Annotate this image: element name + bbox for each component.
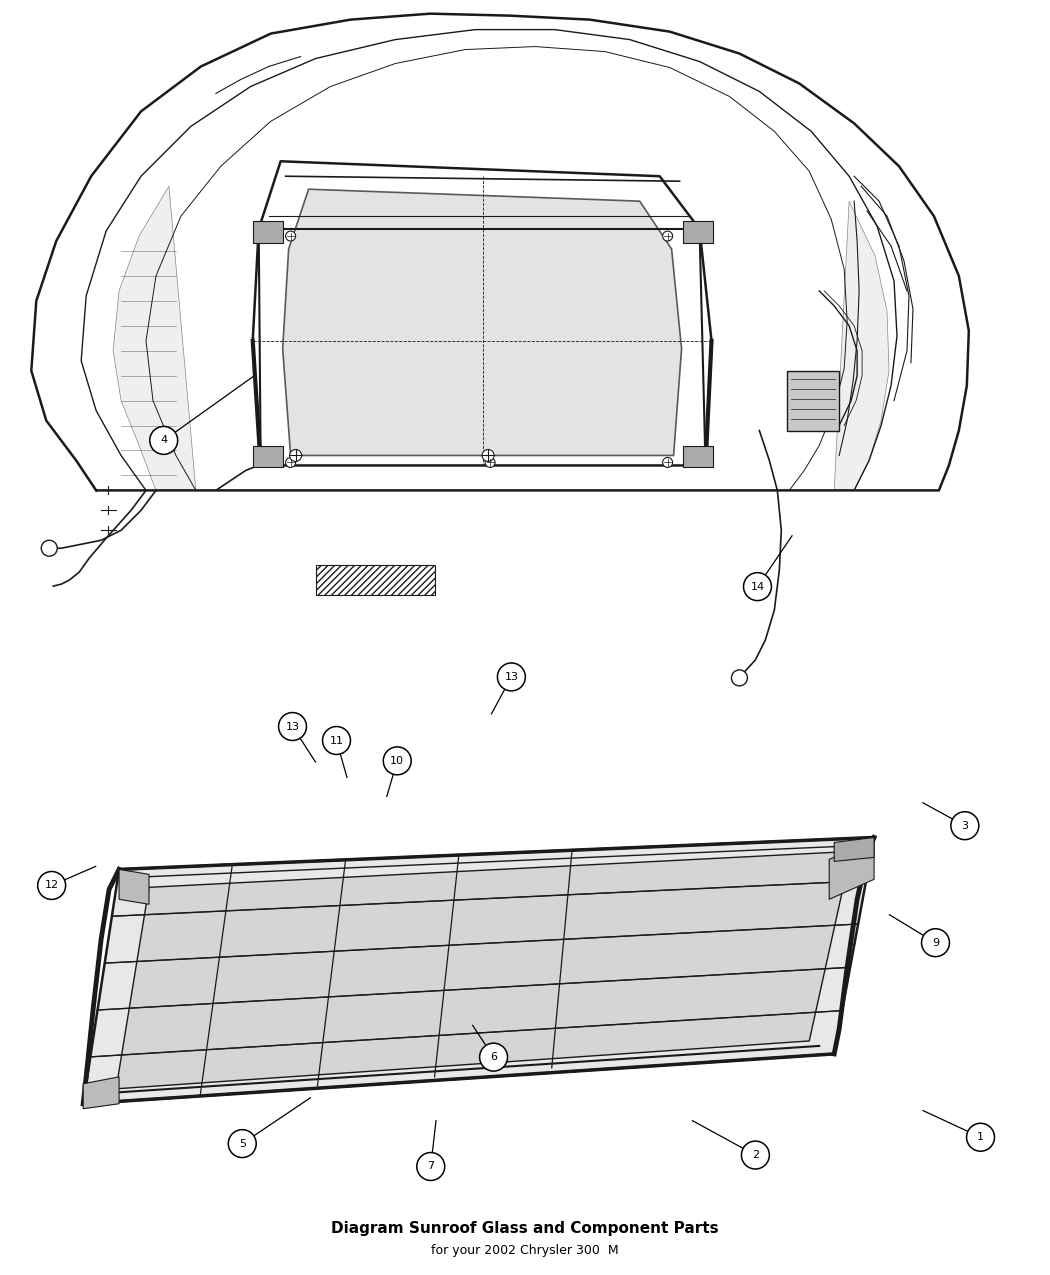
Circle shape	[38, 872, 65, 899]
Polygon shape	[682, 221, 713, 244]
Text: 12: 12	[44, 881, 59, 890]
Circle shape	[663, 231, 673, 241]
Text: 5: 5	[238, 1139, 246, 1149]
Text: for your 2002 Chrysler 300  M: for your 2002 Chrysler 300 M	[432, 1244, 618, 1257]
Circle shape	[741, 1141, 770, 1169]
Text: 1: 1	[978, 1132, 984, 1142]
Circle shape	[290, 450, 301, 462]
Text: 10: 10	[391, 756, 404, 766]
Polygon shape	[117, 852, 852, 1089]
Circle shape	[278, 713, 307, 741]
Polygon shape	[113, 186, 196, 491]
Circle shape	[482, 450, 495, 462]
Text: 6: 6	[490, 1052, 497, 1062]
Text: 3: 3	[962, 821, 968, 831]
Polygon shape	[788, 371, 839, 431]
Circle shape	[286, 231, 296, 241]
Circle shape	[150, 426, 177, 454]
Circle shape	[951, 812, 979, 840]
Circle shape	[480, 1043, 507, 1071]
Text: 2: 2	[752, 1150, 759, 1160]
Circle shape	[228, 1130, 256, 1158]
Polygon shape	[834, 201, 889, 491]
Circle shape	[417, 1153, 445, 1181]
Text: 4: 4	[161, 435, 167, 445]
Polygon shape	[83, 838, 874, 1104]
Circle shape	[41, 541, 58, 556]
Text: 13: 13	[504, 672, 519, 682]
Text: 11: 11	[330, 736, 343, 746]
Circle shape	[485, 458, 496, 468]
Polygon shape	[830, 839, 874, 899]
Circle shape	[498, 663, 525, 691]
Polygon shape	[253, 221, 282, 244]
Circle shape	[743, 572, 772, 601]
Text: 7: 7	[427, 1162, 435, 1172]
Circle shape	[286, 458, 296, 468]
Text: Diagram Sunroof Glass and Component Parts: Diagram Sunroof Glass and Component Part…	[331, 1221, 719, 1235]
Polygon shape	[83, 1077, 119, 1109]
Circle shape	[922, 928, 949, 956]
Circle shape	[967, 1123, 994, 1151]
Text: 14: 14	[751, 581, 764, 592]
Circle shape	[383, 747, 412, 775]
Polygon shape	[682, 445, 713, 468]
Circle shape	[663, 458, 673, 468]
Circle shape	[322, 727, 351, 755]
Polygon shape	[834, 838, 874, 862]
Circle shape	[732, 669, 748, 686]
Text: 9: 9	[932, 937, 939, 947]
Polygon shape	[282, 189, 681, 455]
Text: 13: 13	[286, 722, 299, 732]
Polygon shape	[119, 870, 149, 904]
Polygon shape	[253, 445, 282, 468]
